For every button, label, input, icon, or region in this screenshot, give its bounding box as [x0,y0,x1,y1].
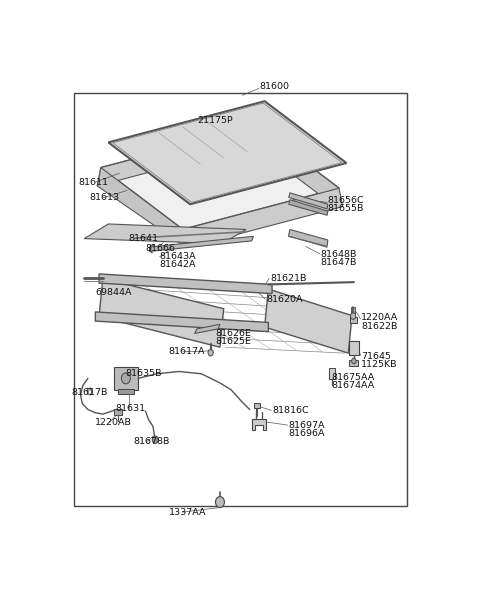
Text: 1220AA: 1220AA [361,314,398,322]
Text: 81611: 81611 [79,178,108,187]
Polygon shape [289,200,328,215]
Bar [351,307,355,314]
Text: 81655B: 81655B [328,204,364,214]
Text: 1220AB: 1220AB [96,418,132,427]
Text: 81617B: 81617B [71,387,108,397]
Text: 81696A: 81696A [288,429,325,438]
Text: 81641: 81641 [129,234,159,243]
Text: 81613: 81613 [90,193,120,202]
Polygon shape [113,103,342,202]
Polygon shape [264,289,352,353]
Polygon shape [96,312,268,331]
Polygon shape [252,419,266,430]
Polygon shape [99,274,272,293]
Bar [349,341,359,355]
Text: 81600: 81600 [259,82,289,90]
Text: 81675AA: 81675AA [332,373,375,382]
Text: 81697A: 81697A [288,421,325,430]
Text: 81674AA: 81674AA [332,381,375,390]
Text: 81621B: 81621B [270,274,307,283]
Polygon shape [99,278,224,347]
Bar [114,409,122,415]
Text: 1125KB: 1125KB [361,360,398,369]
Polygon shape [97,168,186,248]
Text: 69844A: 69844A [96,288,132,297]
Bar [74,93,407,506]
Polygon shape [84,224,246,244]
Text: 81643A: 81643A [160,252,196,261]
Polygon shape [149,236,253,252]
Text: 81622B: 81622B [361,322,398,331]
Text: 81625E: 81625E [216,337,252,346]
Text: 1337AA: 1337AA [168,508,206,516]
Circle shape [208,349,213,356]
Circle shape [152,436,158,443]
Bar [349,360,358,365]
Text: 21175P: 21175P [198,117,233,126]
Polygon shape [101,126,339,230]
Text: 81642A: 81642A [160,260,196,270]
Text: 81631: 81631 [115,404,145,413]
Text: 81620A: 81620A [266,295,303,303]
Bar [254,403,260,408]
Text: 81647B: 81647B [321,258,357,267]
Polygon shape [108,101,347,204]
Polygon shape [253,126,339,206]
Text: 81626E: 81626E [216,329,252,338]
Text: 81656C: 81656C [328,196,364,205]
Circle shape [352,358,356,364]
Polygon shape [288,230,328,246]
Circle shape [216,497,225,508]
Bar [350,317,357,324]
Polygon shape [97,126,257,186]
Polygon shape [289,193,328,209]
Bar [118,389,134,394]
Bar [114,367,138,390]
Polygon shape [183,188,343,248]
Text: 81816C: 81816C [272,406,309,415]
Text: 71645: 71645 [361,352,391,361]
Circle shape [121,373,130,384]
Text: 81635B: 81635B [125,369,162,378]
Text: 81617A: 81617A [168,347,205,356]
Bar [329,368,335,379]
Text: 81678B: 81678B [133,437,170,446]
Polygon shape [195,324,220,333]
Circle shape [350,313,356,320]
Text: 81648B: 81648B [321,250,357,259]
Text: 81666: 81666 [145,244,176,253]
